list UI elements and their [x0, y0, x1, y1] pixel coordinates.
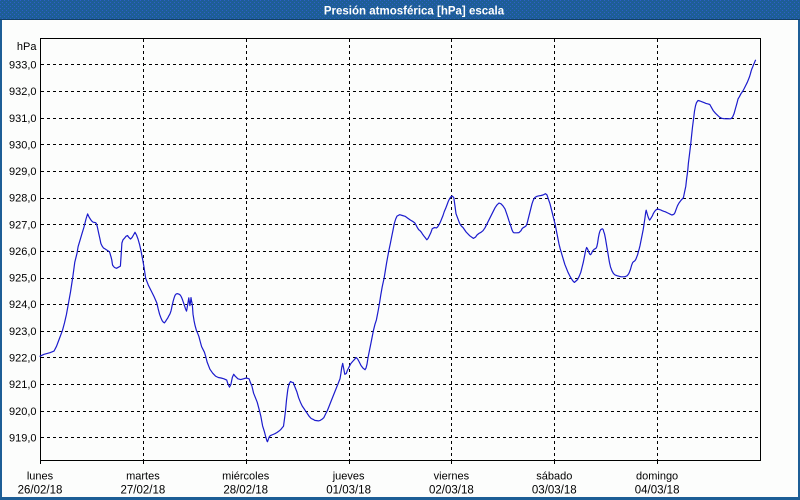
svg-text:927,0: 927,0	[9, 219, 37, 231]
svg-text:jueves: jueves	[332, 471, 365, 483]
svg-text:922,0: 922,0	[9, 353, 37, 365]
svg-text:hPa: hPa	[17, 41, 37, 53]
svg-text:933,0: 933,0	[9, 60, 37, 72]
svg-text:26/02/18: 26/02/18	[18, 485, 63, 497]
svg-text:Presión atmosférica [hPa] esca: Presión atmosférica [hPa] escala	[324, 6, 505, 18]
svg-text:miércoles: miércoles	[222, 471, 270, 483]
svg-text:923,0: 923,0	[9, 326, 37, 338]
svg-text:04/03/18: 04/03/18	[635, 485, 680, 497]
svg-text:921,0: 921,0	[9, 379, 37, 391]
svg-text:924,0: 924,0	[9, 299, 37, 311]
svg-text:930,0: 930,0	[9, 139, 37, 151]
svg-text:02/03/18: 02/03/18	[429, 485, 474, 497]
svg-text:931,0: 931,0	[9, 113, 37, 125]
svg-text:03/03/18: 03/03/18	[532, 485, 577, 497]
svg-text:01/03/18: 01/03/18	[326, 485, 371, 497]
svg-text:932,0: 932,0	[9, 86, 37, 98]
svg-text:925,0: 925,0	[9, 273, 37, 285]
svg-text:928,0: 928,0	[9, 193, 37, 205]
svg-text:viernes: viernes	[434, 471, 470, 483]
svg-text:28/02/18: 28/02/18	[223, 485, 268, 497]
svg-text:926,0: 926,0	[9, 246, 37, 258]
svg-text:lunes: lunes	[27, 471, 54, 483]
svg-text:929,0: 929,0	[9, 166, 37, 178]
svg-text:domingo: domingo	[636, 471, 678, 483]
svg-text:919,0: 919,0	[9, 432, 37, 444]
svg-text:27/02/18: 27/02/18	[121, 485, 166, 497]
svg-text:sábado: sábado	[536, 471, 572, 483]
svg-text:martes: martes	[126, 471, 160, 483]
svg-text:920,0: 920,0	[9, 406, 37, 418]
